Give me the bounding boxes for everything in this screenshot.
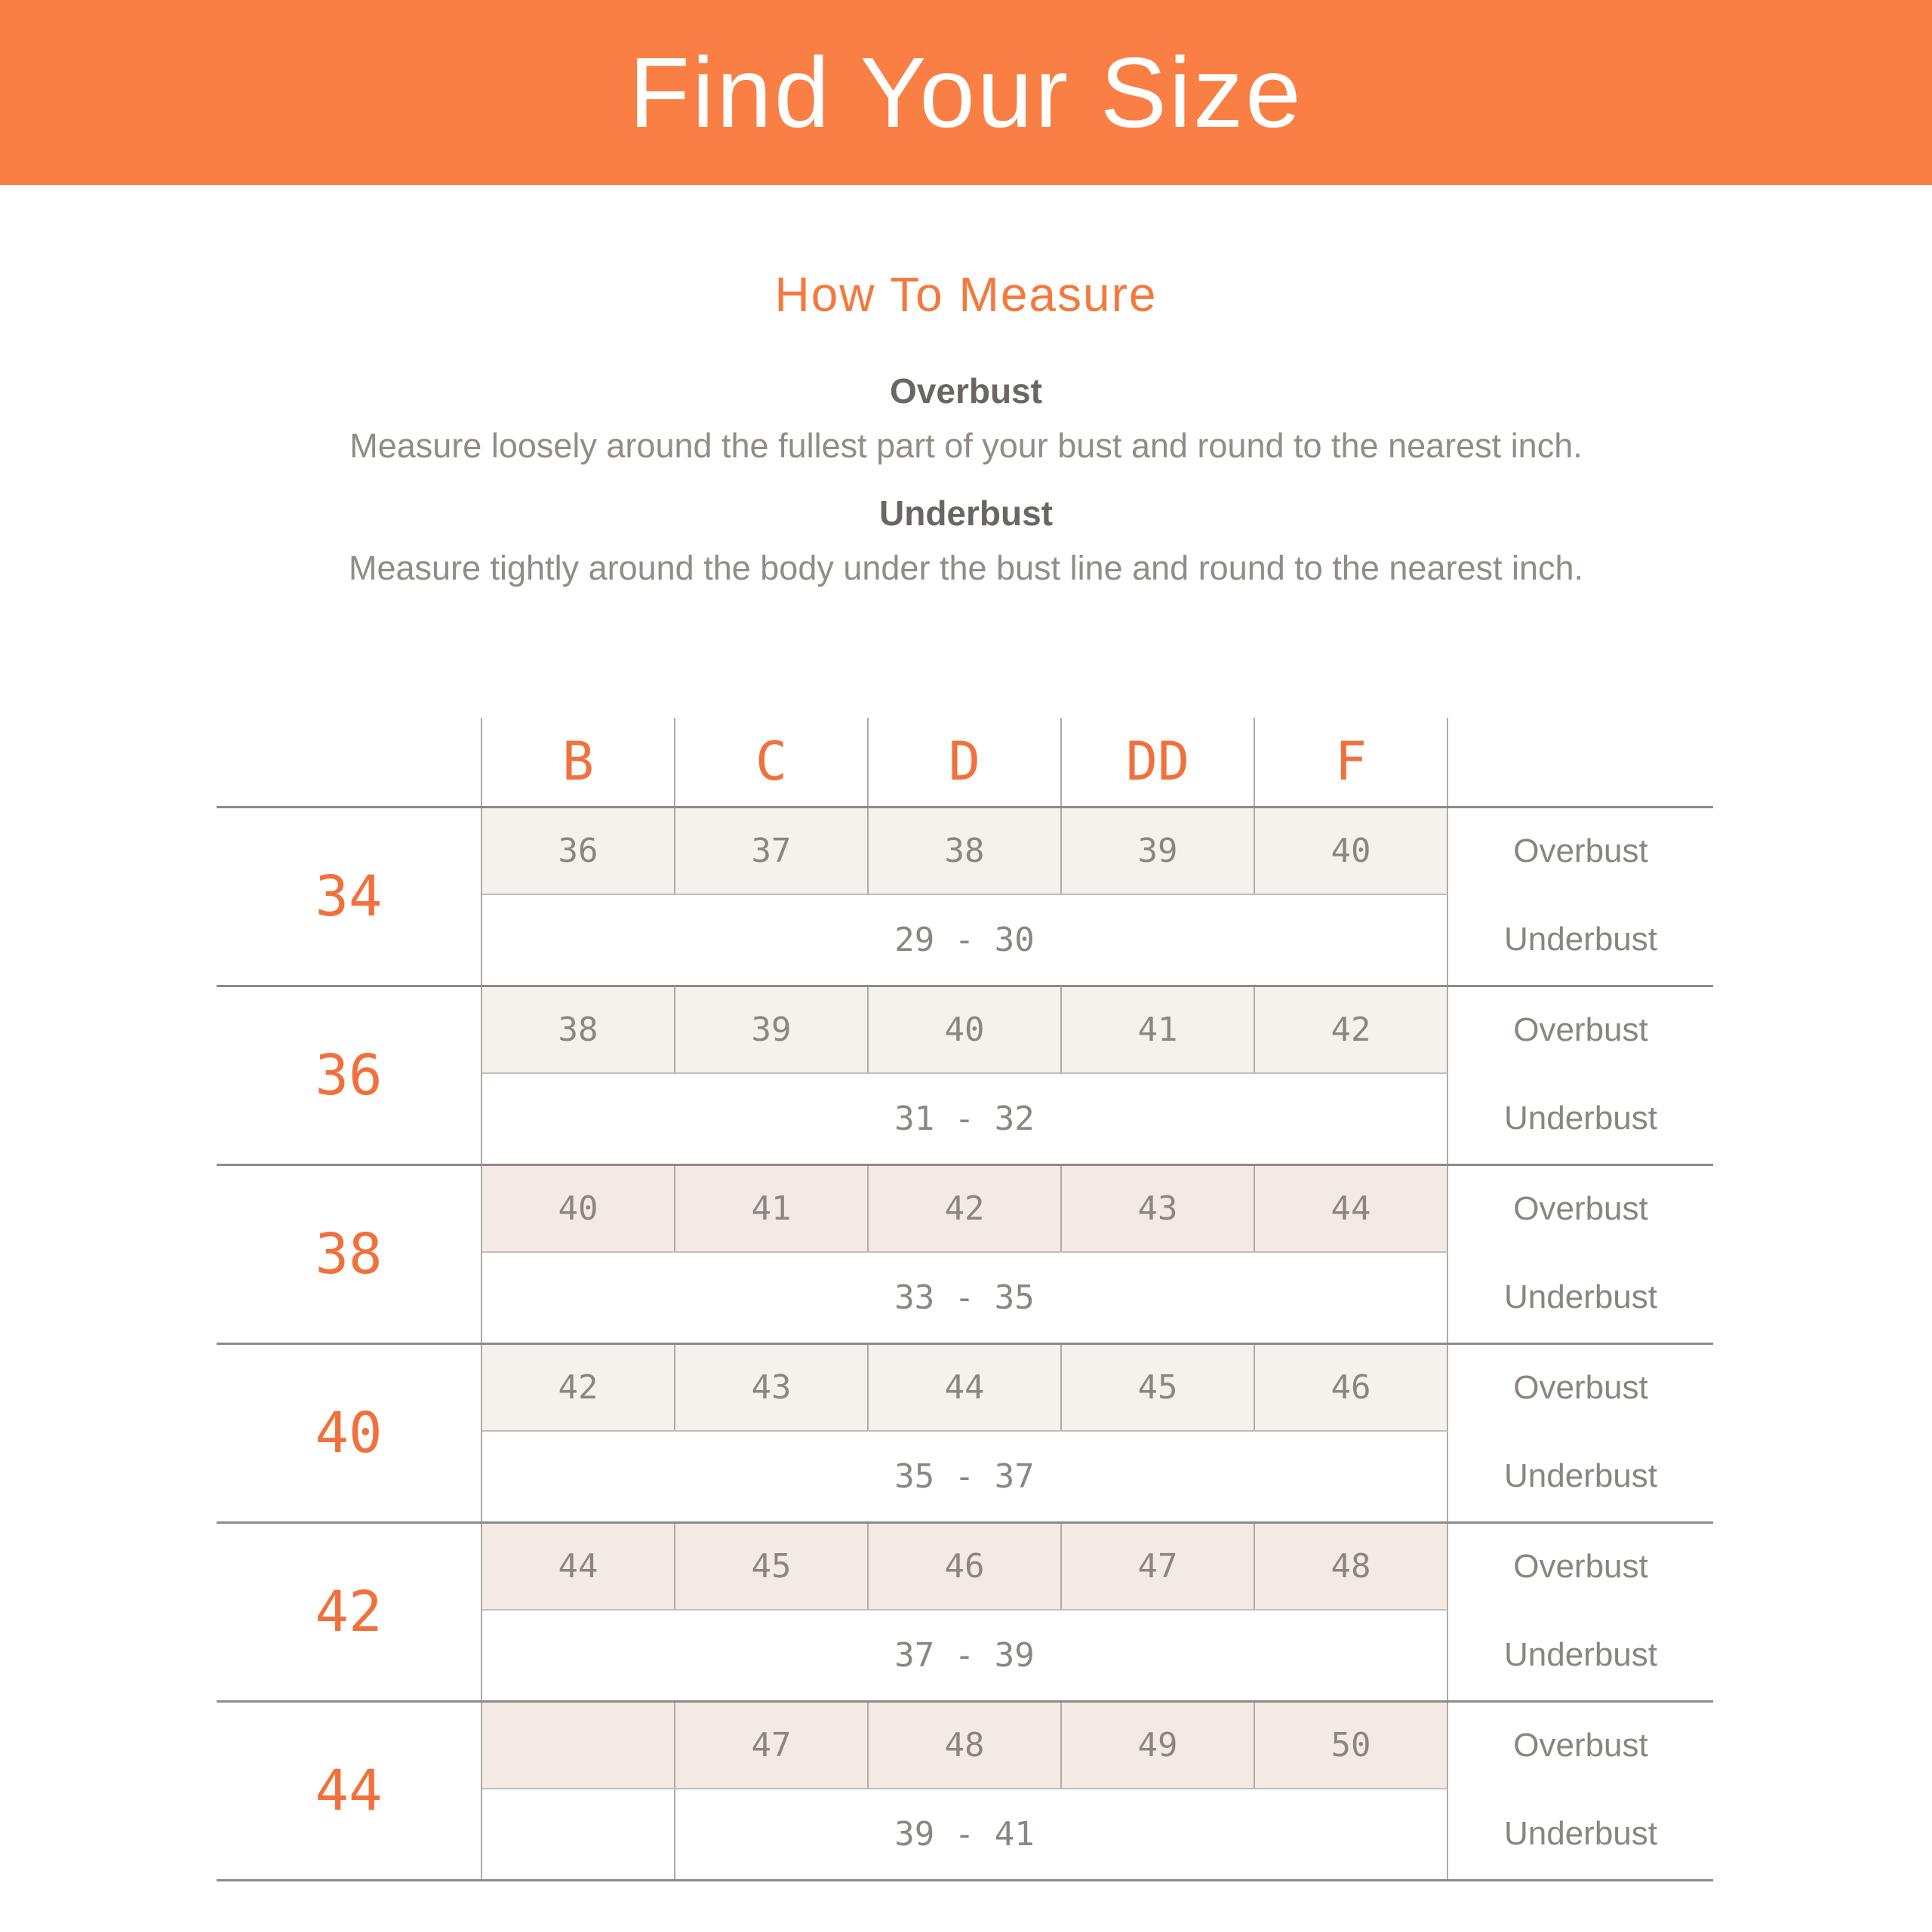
- overbust-value-cell: 49: [1061, 1700, 1255, 1789]
- row-type-label-underbust: Underbust: [1447, 1789, 1713, 1881]
- band-44-overbust-row: 44 47 48 49 50 Overbust: [217, 1700, 1713, 1881]
- header-banner: Find Your Size: [0, 0, 1932, 185]
- how-to-measure-section: How To Measure Overbust Measure loosely …: [0, 266, 1932, 588]
- band-label-42: 42: [217, 1521, 482, 1701]
- cup-header-d: D: [868, 718, 1062, 807]
- row-type-label-overbust: Overbust: [1447, 1700, 1713, 1789]
- band-40-underbust-row: 35 - 37 Underbust: [217, 1431, 1713, 1522]
- band-44-underbust-row: 39 - 41 Underbust: [217, 1789, 1713, 1881]
- band-42-underbust-row: 37 - 39 Underbust: [217, 1610, 1713, 1701]
- band-label-44: 44: [217, 1700, 482, 1881]
- overbust-value-cell: 46: [868, 1521, 1062, 1611]
- overbust-value-cell: 45: [675, 1521, 869, 1611]
- row-type-label-overbust: Overbust: [1447, 984, 1713, 1073]
- cup-header-c: C: [675, 718, 869, 807]
- overbust-value-cell: 40: [868, 984, 1062, 1074]
- row-type-label-underbust: Underbust: [1503, 920, 1657, 958]
- overbust-value-cell: 50: [1254, 1700, 1448, 1789]
- band-38-underbust-row: 33 - 35 Underbust: [217, 1252, 1713, 1343]
- overbust-value-cell: 48: [868, 1700, 1062, 1789]
- overbust-value-cell: 39: [1061, 805, 1255, 895]
- overbust-value-cell: 41: [675, 1163, 869, 1253]
- band-42-overbust-row: 42 44 45 46 47 48 Overbust: [217, 1521, 1713, 1701]
- overbust-value-cell: 39: [675, 984, 869, 1074]
- corner-cell: [217, 718, 482, 807]
- overbust-instructions: Measure loosely around the fullest part …: [349, 426, 1583, 465]
- overbust-value-cell: 48: [1254, 1521, 1448, 1611]
- cup-header-b: B: [481, 718, 675, 807]
- overbust-value-cell: 37: [675, 805, 869, 895]
- band-40-overbust-row: 40 42 43 44 45 46 Overbust: [217, 1342, 1713, 1522]
- overbust-value-cell-empty: [481, 1700, 675, 1789]
- overbust-value-cell: 36: [481, 805, 675, 895]
- cup-header-dd: DD: [1061, 718, 1255, 807]
- overbust-value-cell: 44: [868, 1342, 1062, 1432]
- row-type-label-overbust: Overbust: [1447, 1163, 1713, 1252]
- overbust-heading: Overbust: [890, 371, 1042, 411]
- band-label-40: 40: [217, 1342, 482, 1522]
- overbust-value-cell: 44: [481, 1521, 675, 1611]
- overbust-value-cell: 42: [1254, 984, 1448, 1074]
- underbust-range-cell: 31 - 32: [481, 1073, 1448, 1164]
- row-type-label-underbust: Underbust: [1503, 1278, 1657, 1315]
- overbust-value-cell: 38: [481, 984, 675, 1074]
- underbust-range-cell: 29 - 30: [481, 894, 1448, 986]
- band-label-38: 38: [217, 1163, 482, 1343]
- overbust-value-cell: 40: [481, 1163, 675, 1253]
- cup-header-f: F: [1254, 718, 1448, 807]
- underbust-instructions: Measure tightly around the body under th…: [348, 549, 1584, 587]
- how-to-measure-title: How To Measure: [774, 267, 1158, 321]
- overbust-value-cell: 47: [675, 1700, 869, 1789]
- band-34-overbust-row: 34 36 37 38 39 40 Overbust: [217, 805, 1713, 986]
- row-type-label-underbust: Underbust: [1503, 1635, 1657, 1673]
- row-type-label-overbust: Overbust: [1447, 805, 1713, 894]
- size-chart-table: B C D DD F 34 36 37 38 39 40 Overbust 29…: [217, 718, 1713, 1881]
- overbust-value-cell: 43: [675, 1342, 869, 1432]
- underbust-heading: Underbust: [879, 494, 1053, 533]
- band-36-underbust-row: 31 - 32 Underbust: [217, 1073, 1713, 1164]
- overbust-value-cell: 45: [1061, 1342, 1255, 1432]
- underbust-range-cell: 39 - 41: [675, 1789, 1448, 1881]
- overbust-value-cell: 46: [1254, 1342, 1448, 1432]
- page-title: Find Your Size: [629, 37, 1303, 148]
- cup-header-row: B C D DD F: [217, 718, 1713, 807]
- overbust-value-cell: 40: [1254, 805, 1448, 895]
- overbust-value-cell: 47: [1061, 1521, 1255, 1611]
- band-label-34: 34: [217, 805, 482, 986]
- band-38-overbust-row: 38 40 41 42 43 44 Overbust: [217, 1163, 1713, 1343]
- overbust-value-cell: 42: [481, 1342, 675, 1432]
- overbust-value-cell: 42: [868, 1163, 1062, 1253]
- row-type-label-underbust: Underbust: [1503, 1099, 1657, 1137]
- row-type-label-overbust: Overbust: [1447, 1342, 1713, 1431]
- underbust-range-cell: 35 - 37: [481, 1431, 1448, 1522]
- row-type-label-overbust: Overbust: [1447, 1521, 1713, 1610]
- overbust-value-cell: 43: [1061, 1163, 1255, 1253]
- underbust-range-cell: 37 - 39: [481, 1610, 1448, 1701]
- empty-underbust-cell: [481, 1789, 675, 1881]
- size-guide-page: Find Your Size How To Measure Overbust M…: [0, 0, 1932, 1881]
- overbust-value-cell: 41: [1061, 984, 1255, 1074]
- band-36-overbust-row: 36 38 39 40 41 42 Overbust: [217, 984, 1713, 1164]
- overbust-value-cell: 44: [1254, 1163, 1448, 1253]
- row-type-label-underbust: Underbust: [1503, 1457, 1657, 1494]
- overbust-value-cell: 38: [868, 805, 1062, 895]
- header-label-spacer: [1447, 718, 1713, 807]
- underbust-range-cell: 33 - 35: [481, 1252, 1448, 1343]
- band-label-36: 36: [217, 984, 482, 1164]
- band-34-underbust-row: 29 - 30 Underbust: [217, 894, 1713, 986]
